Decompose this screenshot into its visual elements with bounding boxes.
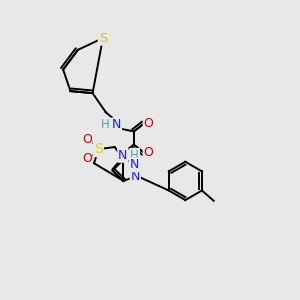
- Text: O: O: [144, 117, 154, 130]
- Text: S: S: [99, 32, 107, 45]
- Text: H: H: [100, 118, 109, 131]
- Text: N: N: [130, 158, 140, 171]
- Text: N: N: [112, 118, 121, 131]
- Text: O: O: [144, 146, 154, 159]
- Text: O: O: [82, 152, 92, 165]
- Text: H: H: [130, 149, 139, 162]
- Text: S: S: [94, 142, 103, 156]
- Text: N: N: [118, 149, 128, 162]
- Text: N: N: [130, 170, 140, 183]
- Text: O: O: [82, 133, 92, 146]
